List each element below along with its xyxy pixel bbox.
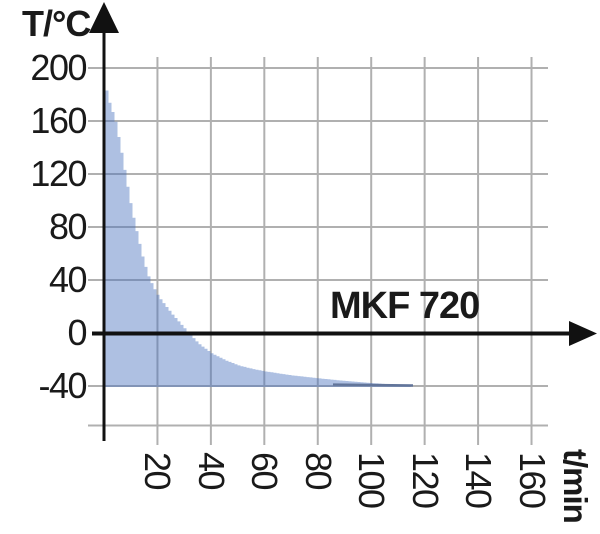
axes <box>89 2 597 441</box>
y-tick-label: 80 <box>48 206 88 247</box>
x-tick-label: 160 <box>511 452 553 508</box>
gridlines <box>88 57 548 445</box>
y-tick-label: 200 <box>30 47 87 88</box>
y-axis-label: T/°C <box>22 3 91 44</box>
x-tick-label: 140 <box>458 452 500 508</box>
x-tick-label: 100 <box>351 452 393 508</box>
x-axis-arrowhead <box>569 321 597 346</box>
x-tick-label: 20 <box>137 452 179 490</box>
y-axis-arrowhead <box>89 2 119 33</box>
model-annotation: MKF 720 <box>330 285 480 327</box>
y-tick-label: 0 <box>67 312 87 353</box>
x-tick-label: 80 <box>297 452 339 490</box>
x-tick-label: 40 <box>190 452 232 490</box>
y-tick-label: -40 <box>38 365 87 406</box>
y-tick-label: 160 <box>30 100 87 141</box>
y-tick-label: 120 <box>30 153 87 194</box>
y-tick-label: 40 <box>48 259 88 300</box>
x-axis-label: t/min <box>557 449 594 523</box>
x-tick-label: 120 <box>404 452 446 508</box>
curve-tail-line <box>332 383 414 387</box>
x-tick-label: 60 <box>244 452 286 490</box>
curve-fill-area <box>105 90 412 387</box>
